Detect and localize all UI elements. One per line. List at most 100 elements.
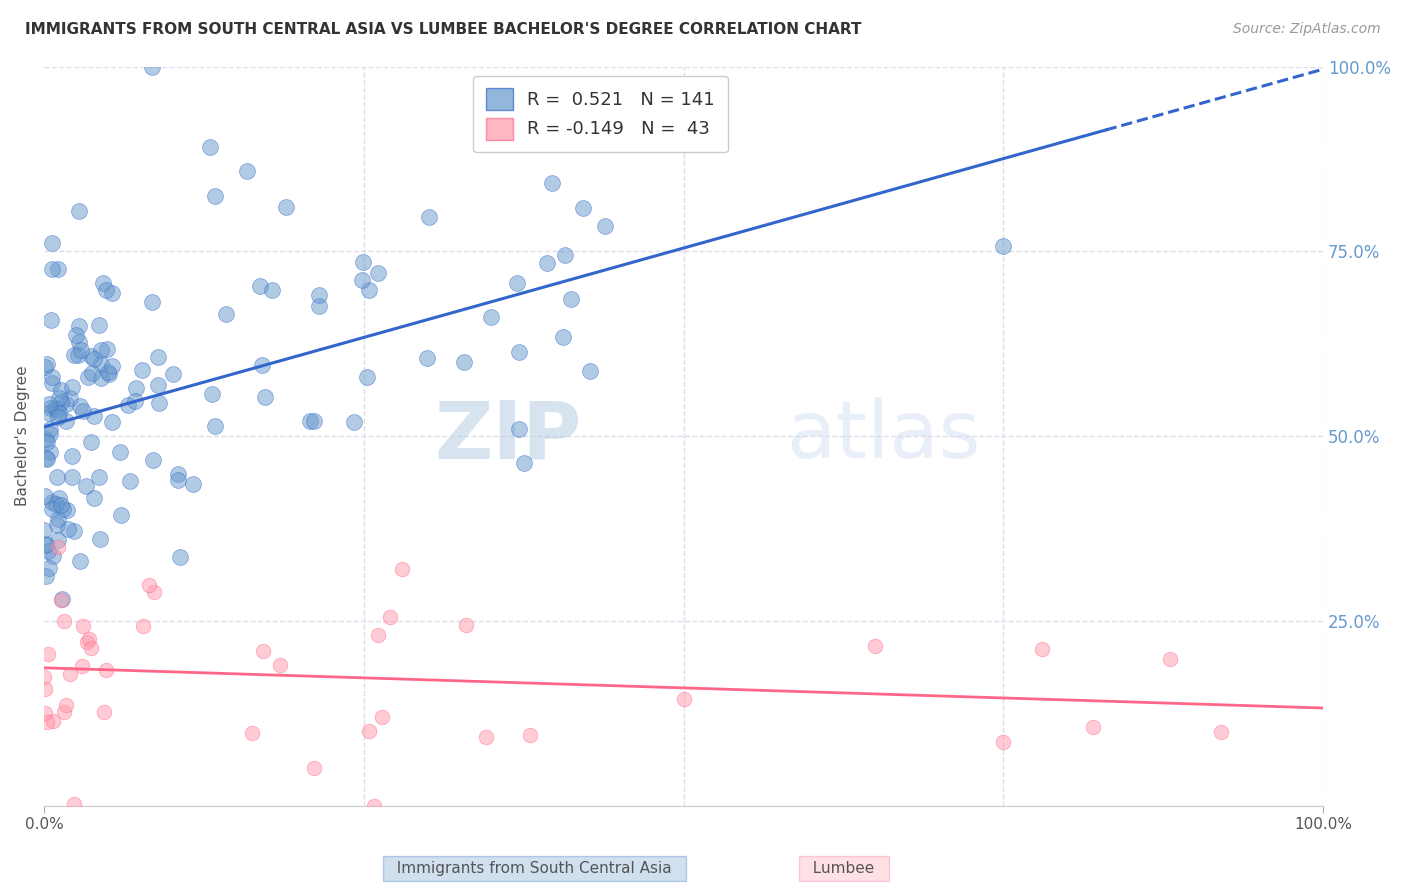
Point: [83, 351, 105, 366]
Point: [34, 706, 56, 720]
Point: [41, 261, 63, 276]
Point: [274, 200, 297, 214]
Point: [59, 667, 82, 681]
Point: [479, 310, 502, 325]
Point: [53, 615, 76, 629]
Point: [62, 470, 84, 484]
Point: [87, 318, 110, 332]
Point: [541, 176, 564, 190]
Point: [35, 538, 58, 552]
Point: [72, 659, 94, 673]
Point: [67, 348, 90, 362]
Point: [67, 318, 90, 333]
Point: [108, 445, 131, 459]
Point: [41, 502, 63, 516]
Point: [350, 273, 373, 287]
Point: [505, 276, 527, 290]
Point: [63, 348, 86, 362]
Point: [83, 409, 105, 423]
Point: [672, 692, 695, 706]
Y-axis label: Bachelor's Degree: Bachelor's Degree: [15, 366, 30, 507]
Point: [141, 60, 163, 74]
Point: [418, 210, 440, 224]
Point: [55, 397, 77, 411]
Point: [55, 698, 77, 713]
Point: [117, 399, 139, 413]
Point: [146, 350, 169, 364]
Point: [454, 618, 477, 632]
Point: [536, 256, 558, 270]
Point: [41, 370, 63, 384]
Point: [83, 491, 105, 506]
Text: Source: ZipAtlas.com: Source: ZipAtlas.com: [1233, 22, 1381, 37]
Point: [51, 383, 73, 397]
Point: [38, 406, 60, 420]
Point: [378, 610, 401, 624]
Point: [253, 390, 276, 404]
Point: [87, 470, 110, 484]
Point: [560, 292, 582, 306]
Point: [39, 401, 62, 416]
Point: [146, 378, 169, 392]
Point: [120, 475, 142, 489]
Point: [593, 219, 616, 233]
Point: [519, 728, 541, 742]
Point: [200, 387, 222, 401]
Point: [240, 726, 263, 740]
Point: [44, 401, 66, 415]
Point: [39, 313, 62, 327]
Point: [34, 670, 56, 684]
Point: [508, 344, 530, 359]
Point: [55, 414, 77, 428]
Point: [1031, 642, 1053, 657]
Point: [89, 370, 111, 384]
Point: [148, 396, 170, 410]
Point: [45, 497, 67, 511]
Point: [63, 524, 86, 539]
Point: [94, 663, 117, 677]
Point: [100, 415, 122, 429]
Point: [142, 452, 165, 467]
Point: [204, 189, 226, 203]
Point: [76, 634, 98, 648]
Point: [391, 562, 413, 576]
Text: Lumbee: Lumbee: [803, 861, 884, 876]
Point: [578, 364, 600, 378]
Point: [124, 393, 146, 408]
Point: [46, 410, 69, 425]
Point: [367, 266, 389, 280]
Point: [453, 355, 475, 369]
Point: [49, 394, 72, 409]
Legend: R =  0.521   N = 141, R = -0.149   N =  43: R = 0.521 N = 141, R = -0.149 N = 43: [474, 76, 727, 153]
Point: [77, 370, 100, 384]
Point: [51, 591, 73, 606]
Point: [35, 435, 58, 450]
Point: [236, 164, 259, 178]
Point: [90, 343, 112, 357]
Point: [167, 473, 190, 487]
Point: [169, 550, 191, 565]
Point: [357, 724, 380, 739]
Point: [356, 370, 378, 384]
Point: [42, 549, 65, 564]
Point: [51, 593, 73, 607]
Point: [70, 343, 93, 358]
Point: [41, 495, 63, 509]
Point: [204, 418, 226, 433]
Text: ZIP: ZIP: [434, 397, 581, 475]
Point: [215, 306, 238, 320]
Text: atlas: atlas: [786, 397, 980, 475]
Point: [38, 397, 60, 411]
Point: [80, 349, 103, 363]
Point: [34, 450, 56, 465]
Text: Immigrants from South Central Asia: Immigrants from South Central Asia: [387, 861, 682, 876]
Point: [308, 299, 330, 313]
Point: [60, 449, 83, 463]
Point: [38, 422, 60, 436]
Point: [132, 619, 155, 633]
Point: [58, 522, 80, 536]
Point: [343, 415, 366, 429]
Point: [35, 569, 58, 583]
Point: [65, 327, 87, 342]
Point: [75, 479, 97, 493]
